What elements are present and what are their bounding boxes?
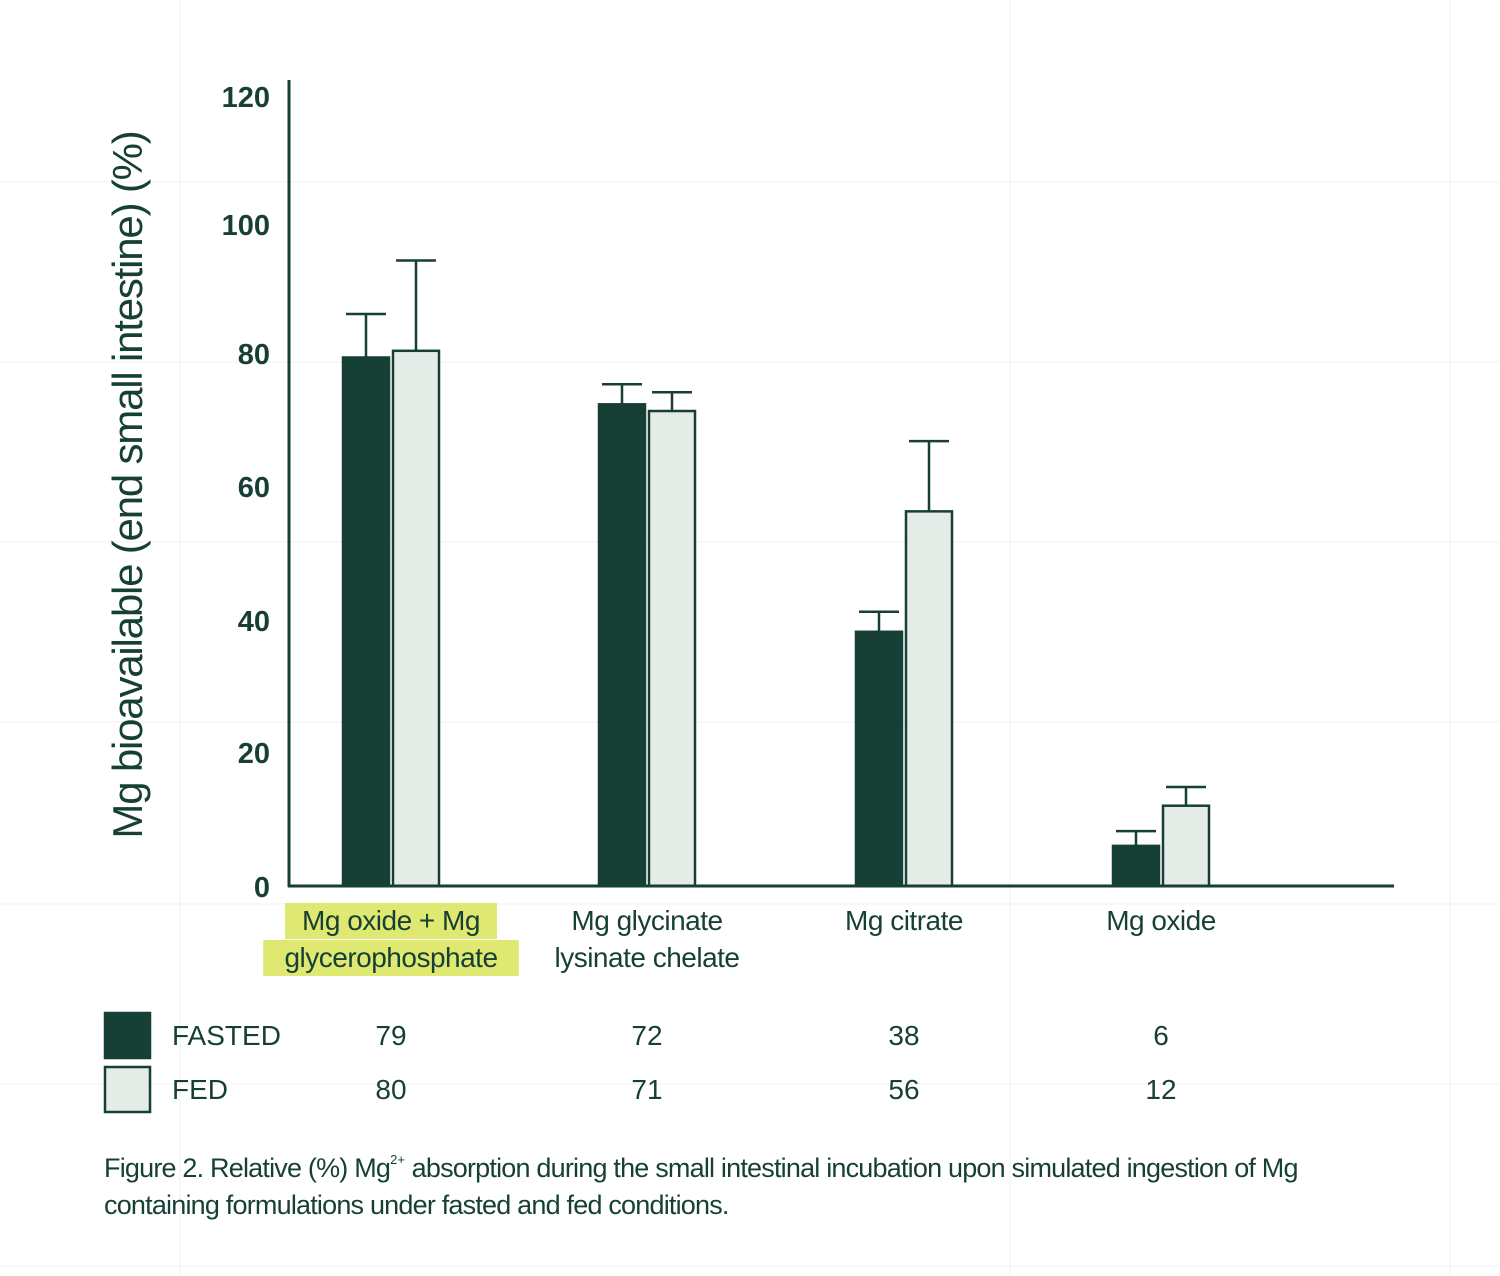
- y-tick-label: 60: [238, 472, 270, 504]
- y-tick-label: 20: [238, 738, 270, 770]
- caption-superscript: 2+: [390, 1152, 405, 1167]
- x-category-label: Mg oxide + Mg: [302, 905, 480, 936]
- x-category-label: glycerophosphate: [284, 942, 497, 973]
- bars: [341, 349, 1211, 888]
- category-label-highlight: [263, 940, 519, 976]
- legend-series-name: FASTED: [172, 1020, 281, 1051]
- y-axis-title: Mg bioavailable (end small intestine) (%…: [104, 131, 151, 838]
- caption-text-end: absorption during the small intestinal i…: [104, 1153, 1299, 1220]
- bar-fed: [1161, 804, 1211, 888]
- caption-text-start: Figure 2. Relative (%) Mg: [104, 1153, 391, 1183]
- bar-fasted: [854, 630, 904, 888]
- legend-swatch-fed: [103, 1065, 152, 1114]
- bar-fed: [904, 510, 954, 888]
- bar-fed: [391, 349, 441, 888]
- x-category-label: Mg oxide: [1106, 905, 1216, 936]
- category-labels: Mg oxide + Mg glycerophosphate Mg glycinat…: [284, 905, 1216, 973]
- bar-fasted: [341, 356, 391, 888]
- y-tick-label: 100: [222, 210, 270, 242]
- category-highlight-layer: [263, 903, 519, 976]
- category-label-highlight: [285, 903, 497, 939]
- legend-series-name: FED: [172, 1074, 228, 1105]
- legend-table: FASTED 79 72 38 6 FED 80 71 56 12: [103, 1011, 1177, 1114]
- y-tick-label: 40: [238, 606, 270, 638]
- y-tick-labels: 0 20 40 60 80 100 120: [222, 82, 270, 904]
- x-category-label: lysinate chelate: [554, 942, 739, 973]
- y-tick-label: 0: [254, 872, 270, 904]
- legend-table-value: 80: [375, 1074, 406, 1105]
- legend-table-value: 56: [888, 1074, 919, 1105]
- bar-fasted: [597, 403, 647, 888]
- legend-table-value: 71: [631, 1074, 662, 1105]
- y-tick-label: 120: [222, 82, 270, 114]
- bar-fed: [647, 409, 697, 888]
- legend-table-value: 6: [1153, 1020, 1169, 1051]
- x-category-label: Mg glycinate: [571, 905, 722, 936]
- figure-caption: Figure 2. Relative (%) Mg2+ absorption d…: [104, 1141, 1304, 1224]
- legend-table-value: 79: [375, 1020, 406, 1051]
- legend-table-value: 38: [888, 1020, 919, 1051]
- error-bars: [346, 259, 1206, 846]
- legend-table-value: 12: [1145, 1074, 1176, 1105]
- legend-table-value: 72: [631, 1020, 662, 1051]
- x-category-label: Mg citrate: [845, 905, 963, 936]
- legend-swatch-fasted: [103, 1011, 152, 1060]
- bar-fasted: [1111, 844, 1161, 888]
- y-tick-label: 80: [238, 339, 270, 371]
- axes: [287, 80, 1394, 888]
- y-axis-title-group: Mg bioavailable (end small intestine) (%…: [104, 131, 151, 838]
